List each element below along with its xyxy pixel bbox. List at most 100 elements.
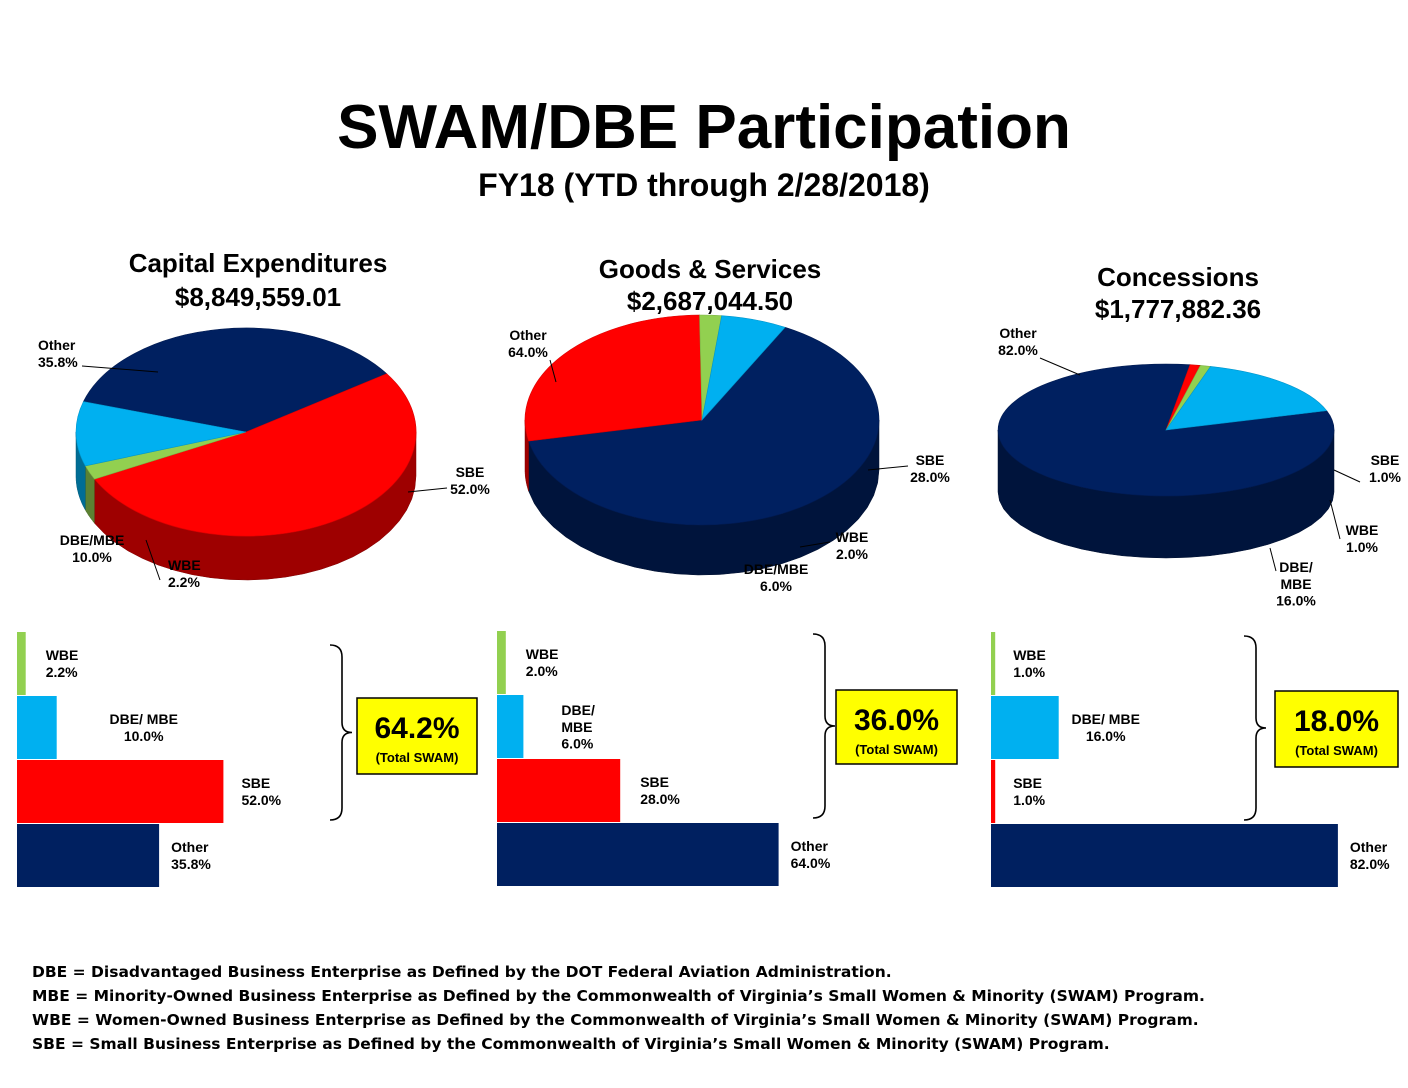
brace xyxy=(812,633,836,819)
chart-title: Capital Expenditures xyxy=(129,248,388,278)
pie-top xyxy=(997,363,1335,497)
pie-label-sbe: SBE 28.0% xyxy=(910,452,950,485)
leader-line xyxy=(799,541,831,548)
bar-group: WBE 2.2% DBE/ MBE 10.0% SBE 52.0% Other 35.8% xyxy=(17,632,282,887)
bar-label-other-line: Other xyxy=(1350,839,1388,855)
total-swam-box xyxy=(835,689,958,765)
pie-label-wbe: WBE 2.0% xyxy=(836,529,869,562)
bar-label-other-line: 82.0% xyxy=(1350,856,1390,872)
pie-label-sbe-line: 28.0% xyxy=(910,469,950,485)
leader-line xyxy=(1333,469,1361,483)
bar-label-wbe: WBE 2.0% xyxy=(526,646,559,679)
pie-label-wbe: WBE 2.2% xyxy=(168,557,201,590)
chart-title: Concessions xyxy=(1097,262,1259,292)
bar-label-sbe-line: SBE xyxy=(241,775,270,791)
pie-label-other-line: 35.8% xyxy=(38,354,78,370)
leader-line xyxy=(81,365,159,373)
bar-label-other-line: Other xyxy=(171,839,209,855)
chart-amount: $1,777,882.36 xyxy=(1095,294,1261,324)
leader-line xyxy=(1329,499,1341,540)
leader-line xyxy=(407,487,448,493)
pie-label-sbe: SBE 52.0% xyxy=(450,464,490,497)
bar-other xyxy=(497,823,779,886)
bar-label-dbe-mbe: DBE/ MBE 16.0% xyxy=(1071,711,1139,744)
leader-line xyxy=(145,539,161,581)
bar-label-wbe: WBE 1.0% xyxy=(1013,647,1046,680)
bar-group: WBE 1.0% DBE/ MBE 16.0% SBE 1.0% Other 82.0% xyxy=(991,632,1390,887)
total-swam-box xyxy=(1274,690,1399,768)
leader-line xyxy=(1039,357,1081,376)
footnotes: DBE = Disadvantaged Business Enterprise … xyxy=(32,960,1205,1056)
bar-label-sbe: SBE 1.0% xyxy=(1013,775,1045,808)
bar-label-sbe: SBE 52.0% xyxy=(241,775,281,808)
pie-label-wbe: WBE 1.0% xyxy=(1346,522,1379,555)
leader-line xyxy=(549,359,557,383)
bar-other xyxy=(17,824,160,887)
pie-label-other-line: Other xyxy=(38,337,76,353)
pie-label-wbe-line: WBE xyxy=(168,557,201,573)
page-title: SWAM/DBE Participation xyxy=(337,93,1071,162)
pie-slice-dbe-mbe xyxy=(701,315,786,422)
bar-label-dbe-mbe-line: DBE/ MBE xyxy=(109,711,177,727)
total-swam-value: 64.2% xyxy=(374,712,459,745)
pie-label-other-line: 64.0% xyxy=(508,344,548,360)
bar-label-sbe-line: SBE xyxy=(640,774,669,790)
chart-amount: $8,849,559.01 xyxy=(175,282,341,312)
bar-group: WBE 2.0%DBE/MBE 6.0% SBE 28.0% Other 64.0% xyxy=(497,631,831,886)
leader-line xyxy=(867,465,909,471)
bar-label-other: Other 35.8% xyxy=(171,839,211,872)
bar-label-wbe-line: 2.0% xyxy=(526,663,558,679)
pie-label-dbe-mbe: DBE/MBE 16.0% xyxy=(1276,559,1316,609)
pie-slice-dbe-mbe xyxy=(1165,366,1328,431)
pie-label-other: Other 64.0% xyxy=(508,327,548,360)
bar-wbe xyxy=(991,632,996,695)
bar-label-sbe-line: 52.0% xyxy=(241,792,281,808)
pie-slice-other xyxy=(528,326,880,526)
bar-label-other: Other 82.0% xyxy=(1350,839,1390,872)
pie-top xyxy=(524,314,880,526)
footnote-sbe: SBE = Small Business Enterprise as Defin… xyxy=(32,1035,1110,1053)
bar-label-other: Other 64.0% xyxy=(791,838,831,871)
pie-label-other: Other 82.0% xyxy=(998,325,1038,358)
pie-label-other-line: Other xyxy=(509,327,547,343)
bar-dbe-mbe xyxy=(497,695,524,758)
pie-label-dbe-mbe: DBE/MBE 10.0% xyxy=(60,532,125,565)
pie-label-wbe-line: WBE xyxy=(1346,522,1379,538)
bar-label-dbe-mbe-line: 10.0% xyxy=(124,728,164,744)
pie-slice-other xyxy=(82,327,388,433)
footnote-wbe: WBE = Women-Owned Business Enterprise as… xyxy=(32,1011,1199,1029)
pie-label-dbe-mbe-line: DBE/MBE xyxy=(744,561,809,577)
brace xyxy=(1243,635,1267,821)
bar-label-sbe: SBE 28.0% xyxy=(640,774,680,807)
footnote-dbe: DBE = Disadvantaged Business Enterprise … xyxy=(32,963,892,981)
bar-sbe xyxy=(991,760,996,823)
total-swam-label: (Total SWAM) xyxy=(855,742,938,757)
pie-label-sbe-line: SBE xyxy=(456,464,485,480)
bar-dbe-mbe xyxy=(17,696,57,759)
bar-label-dbe-mbe-line: DBE/ MBE xyxy=(1071,711,1139,727)
pie-label-dbe-mbe-line: 16.0% xyxy=(1276,593,1316,609)
pie-label-sbe-line: 1.0% xyxy=(1369,469,1401,485)
total-swam-box xyxy=(356,697,478,775)
pie-label-sbe: SBE 1.0% xyxy=(1369,452,1401,485)
pie-slice-sbe xyxy=(524,314,703,442)
pie-label-wbe-line: 2.0% xyxy=(836,546,868,562)
bar-other xyxy=(991,824,1338,887)
total-swam-label: (Total SWAM) xyxy=(376,750,459,765)
total-swam-label: (Total SWAM) xyxy=(1295,743,1378,758)
pie-label-wbe-line: WBE xyxy=(836,529,869,545)
pie-label-other-line: Other xyxy=(999,325,1037,341)
bar-label-sbe-line: SBE xyxy=(1013,775,1042,791)
bar-label-dbe-mbe-line: DBE/ xyxy=(561,702,595,718)
bar-label-wbe-line: 2.2% xyxy=(46,664,78,680)
bar-label-dbe-mbe-line: MBE xyxy=(561,719,592,735)
bar-label-dbe-mbe: DBE/MBE 6.0% xyxy=(561,702,595,752)
pie-label-other: Other 35.8% xyxy=(38,337,78,370)
bar-label-sbe-line: 28.0% xyxy=(640,791,680,807)
total-swam-value: 36.0% xyxy=(854,704,939,737)
pie-label-dbe-mbe-line: DBE/MBE xyxy=(60,532,125,548)
leader-line xyxy=(1269,547,1277,572)
bar-label-dbe-mbe: DBE/ MBE 10.0% xyxy=(109,711,177,744)
